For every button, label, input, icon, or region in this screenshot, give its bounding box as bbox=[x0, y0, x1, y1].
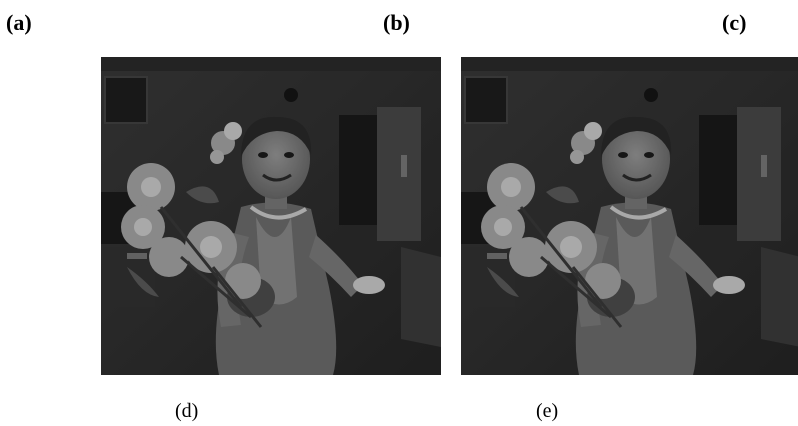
photo-e bbox=[461, 57, 798, 375]
panel-label-d: (d) bbox=[175, 400, 199, 422]
panel-label-c: (c) bbox=[722, 10, 747, 35]
photo-scene bbox=[461, 57, 798, 375]
photo-scene bbox=[101, 57, 441, 375]
photo-d bbox=[101, 57, 441, 375]
panel-label-e: (e) bbox=[536, 400, 559, 422]
panel-label-a: (a) bbox=[6, 10, 32, 35]
panel-label-b: (b) bbox=[383, 10, 410, 35]
